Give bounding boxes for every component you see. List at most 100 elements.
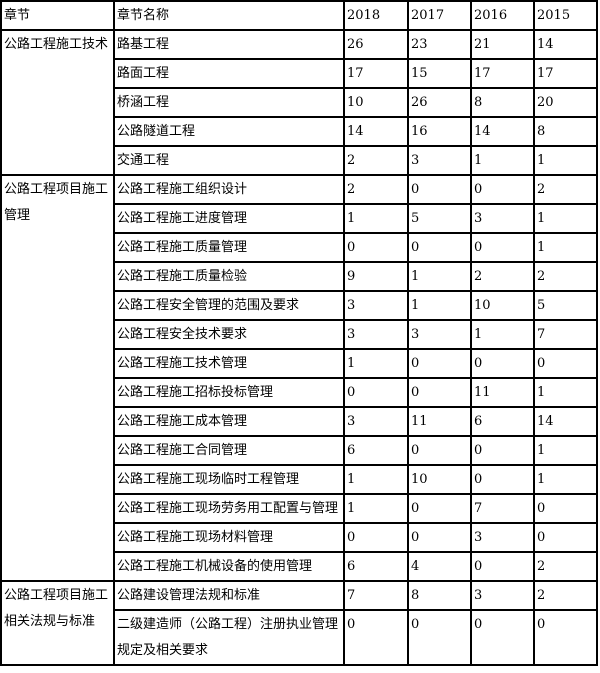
- group-label: 公路工程项目施工管理: [0, 174, 115, 582]
- year-value: 4: [407, 551, 472, 582]
- year-value: 17: [343, 58, 409, 89]
- year-value: 0: [470, 609, 535, 666]
- year-value: 0: [343, 232, 409, 263]
- row-name: 公路工程施工组织设计: [113, 174, 345, 205]
- year-value: 9: [343, 261, 409, 292]
- year-value: 0: [407, 174, 472, 205]
- col-header-chapter: 章节: [0, 0, 115, 31]
- year-value: 2: [533, 174, 598, 205]
- year-value: 0: [343, 522, 409, 553]
- year-value: 8: [533, 116, 598, 147]
- year-value: 1: [407, 261, 472, 292]
- year-value: 26: [343, 29, 409, 60]
- col-header-year-2016: 2016: [470, 0, 535, 31]
- table-row: 公路工程施工现场临时工程管理 1 10 0 1: [1, 464, 598, 495]
- table-row: 公路工程施工现场材料管理 0 0 3 0: [1, 522, 598, 553]
- year-value: 8: [470, 87, 535, 118]
- table-row: 公路工程施工技术管理 1 0 0 0: [1, 348, 598, 379]
- year-value: 5: [407, 203, 472, 234]
- row-name: 公路工程施工质量检验: [113, 261, 345, 292]
- col-header-chapter-name: 章节名称: [113, 0, 345, 31]
- col-header-year-2015: 2015: [533, 0, 598, 31]
- row-name: 公路隧道工程: [113, 116, 345, 147]
- table-row: 公路工程施工成本管理 3 11 6 14: [1, 406, 598, 437]
- year-value: 1: [470, 319, 535, 350]
- table-row: 公路工程安全技术要求 3 3 1 7: [1, 319, 598, 350]
- row-name: 公路工程施工机械设备的使用管理: [113, 551, 345, 582]
- table-row: 交通工程 2 3 1 1: [1, 145, 598, 176]
- year-value: 15: [407, 58, 472, 89]
- year-value: 3: [343, 290, 409, 321]
- year-value: 6: [343, 551, 409, 582]
- col-header-year-2017: 2017: [407, 0, 472, 31]
- row-name: 公路工程施工质量管理: [113, 232, 345, 263]
- year-value: 26: [407, 87, 472, 118]
- year-value: 3: [470, 522, 535, 553]
- year-value: 0: [407, 609, 472, 666]
- year-value: 1: [470, 145, 535, 176]
- year-value: 0: [407, 232, 472, 263]
- year-value: 2: [343, 145, 409, 176]
- year-value: 0: [407, 377, 472, 408]
- year-value: 3: [343, 406, 409, 437]
- row-name: 路面工程: [113, 58, 345, 89]
- row-name: 公路工程施工成本管理: [113, 406, 345, 437]
- year-value: 0: [407, 348, 472, 379]
- year-value: 10: [407, 464, 472, 495]
- year-value: 0: [343, 609, 409, 666]
- year-value: 0: [407, 522, 472, 553]
- row-name: 公路工程安全管理的范围及要求: [113, 290, 345, 321]
- year-value: 11: [470, 377, 535, 408]
- table-row: 公路工程施工机械设备的使用管理 6 4 0 2: [1, 551, 598, 582]
- year-value: 1: [343, 464, 409, 495]
- header-row: 章节 章节名称 2018 2017 2016 2015: [0, 0, 598, 31]
- year-value: 2: [533, 261, 598, 292]
- table-row: 二级建造师（公路工程）注册执业管理规定及相关要求 0 0 0 0: [1, 609, 598, 666]
- table-row: 公路工程安全管理的范围及要求 3 1 10 5: [1, 290, 598, 321]
- year-value: 0: [533, 348, 598, 379]
- row-name: 二级建造师（公路工程）注册执业管理规定及相关要求: [113, 609, 345, 666]
- row-name: 公路工程施工现场材料管理: [113, 522, 345, 553]
- row-name: 公路工程施工现场劳务用工配置与管理: [113, 493, 345, 524]
- year-value: 10: [343, 87, 409, 118]
- year-value: 2: [470, 261, 535, 292]
- year-value: 0: [470, 435, 535, 466]
- year-value: 21: [470, 29, 535, 60]
- year-value: 11: [407, 406, 472, 437]
- table-row: 公路工程项目施工管理 公路工程施工组织设计 2 0 0 2: [0, 174, 598, 582]
- year-value: 1: [343, 203, 409, 234]
- year-value: 0: [533, 493, 598, 524]
- table-body: 公路工程施工技术 路基工程 26 23 21 14 路面工程 17 15 17 17 桥涵工程 10 26…: [0, 29, 598, 666]
- year-value: 6: [343, 435, 409, 466]
- year-value: 3: [407, 319, 472, 350]
- year-value: 3: [343, 319, 409, 350]
- year-value: 1: [533, 145, 598, 176]
- col-header-year-2018: 2018: [343, 0, 409, 31]
- year-value: 16: [407, 116, 472, 147]
- table-row: 公路工程施工进度管理 1 5 3 1: [1, 203, 598, 234]
- year-value: 0: [470, 232, 535, 263]
- year-value: 23: [407, 29, 472, 60]
- row-name: 公路建设管理法规和标准: [113, 580, 345, 611]
- year-value: 0: [470, 464, 535, 495]
- year-value: 7: [470, 493, 535, 524]
- year-value: 3: [470, 203, 535, 234]
- table-row: 公路工程项目施工相关法规与标准 公路建设管理法规和标准 7 8 3 2: [0, 580, 598, 666]
- year-value: 1: [533, 232, 598, 263]
- year-value: 1: [343, 493, 409, 524]
- year-value: 0: [533, 609, 598, 666]
- year-value: 17: [533, 58, 598, 89]
- row-name: 交通工程: [113, 145, 345, 176]
- table-row: 公路隧道工程 14 16 14 8: [1, 116, 598, 147]
- row-name: 公路工程施工技术管理: [113, 348, 345, 379]
- year-value: 17: [470, 58, 535, 89]
- group-label: 公路工程施工技术: [0, 29, 115, 176]
- group-label: 公路工程项目施工相关法规与标准: [0, 580, 115, 666]
- table-row: 公路工程施工现场劳务用工配置与管理 1 0 7 0: [1, 493, 598, 524]
- year-value: 0: [343, 377, 409, 408]
- year-value: 1: [343, 348, 409, 379]
- year-value: 14: [343, 116, 409, 147]
- year-value: 1: [533, 435, 598, 466]
